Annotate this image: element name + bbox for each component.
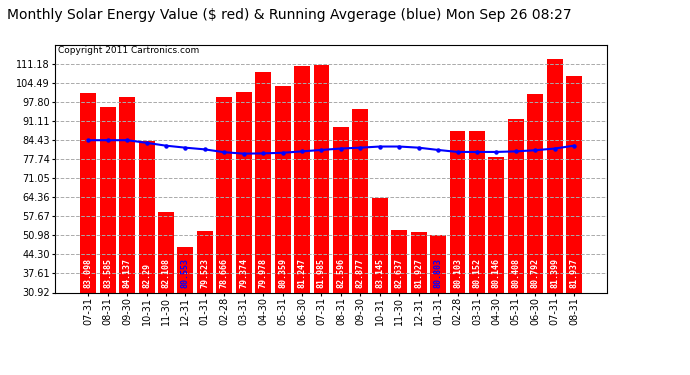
Bar bbox=[139, 141, 155, 375]
Text: 80.146: 80.146 bbox=[492, 258, 501, 288]
Text: 84.137: 84.137 bbox=[123, 258, 132, 288]
Bar bbox=[217, 97, 233, 375]
Bar bbox=[527, 94, 543, 375]
Text: 80.152: 80.152 bbox=[473, 258, 482, 288]
Bar bbox=[275, 86, 290, 375]
Text: 81.247: 81.247 bbox=[297, 258, 306, 288]
Bar bbox=[430, 235, 446, 375]
Text: 82.637: 82.637 bbox=[395, 258, 404, 288]
Bar bbox=[177, 247, 193, 375]
Text: 83.098: 83.098 bbox=[83, 258, 92, 288]
Text: 79.523: 79.523 bbox=[200, 258, 209, 288]
Bar bbox=[255, 72, 271, 375]
Bar bbox=[236, 92, 252, 375]
Text: 81.985: 81.985 bbox=[317, 258, 326, 288]
Bar bbox=[372, 198, 388, 375]
Text: 80.792: 80.792 bbox=[531, 258, 540, 288]
Text: 80.803: 80.803 bbox=[433, 258, 442, 288]
Text: 82.596: 82.596 bbox=[337, 258, 346, 288]
Text: 79.374: 79.374 bbox=[239, 258, 248, 288]
Bar bbox=[353, 109, 368, 375]
Bar bbox=[391, 230, 407, 375]
Bar bbox=[546, 59, 562, 375]
Bar bbox=[294, 66, 310, 375]
Bar bbox=[450, 132, 466, 375]
Bar bbox=[333, 127, 349, 375]
Text: 81.937: 81.937 bbox=[570, 258, 579, 288]
Text: 82.108: 82.108 bbox=[161, 258, 170, 288]
Bar bbox=[80, 93, 96, 375]
Bar bbox=[566, 76, 582, 375]
Text: 82.29: 82.29 bbox=[142, 263, 151, 288]
Bar bbox=[508, 118, 524, 375]
Text: 80.408: 80.408 bbox=[511, 258, 520, 288]
Bar bbox=[158, 212, 174, 375]
Text: 81.927: 81.927 bbox=[414, 258, 423, 288]
Bar bbox=[489, 157, 504, 375]
Text: 80.103: 80.103 bbox=[453, 258, 462, 288]
Text: 78.666: 78.666 bbox=[220, 258, 229, 288]
Bar bbox=[100, 107, 116, 375]
Bar bbox=[197, 231, 213, 375]
Text: Monthly Solar Energy Value ($ red) & Running Avgerage (blue) Mon Sep 26 08:27: Monthly Solar Energy Value ($ red) & Run… bbox=[7, 8, 571, 21]
Bar bbox=[469, 132, 485, 375]
Text: 83.145: 83.145 bbox=[375, 258, 384, 288]
Text: 81.399: 81.399 bbox=[550, 258, 559, 288]
Text: 79.978: 79.978 bbox=[259, 258, 268, 288]
Text: Copyright 2011 Cartronics.com: Copyright 2011 Cartronics.com bbox=[58, 46, 199, 55]
Bar bbox=[119, 97, 135, 375]
Text: 80.359: 80.359 bbox=[278, 258, 287, 288]
Bar bbox=[313, 64, 329, 375]
Bar bbox=[411, 232, 426, 375]
Text: 80.553: 80.553 bbox=[181, 258, 190, 288]
Text: 83.585: 83.585 bbox=[104, 258, 112, 288]
Text: 82.877: 82.877 bbox=[356, 258, 365, 288]
